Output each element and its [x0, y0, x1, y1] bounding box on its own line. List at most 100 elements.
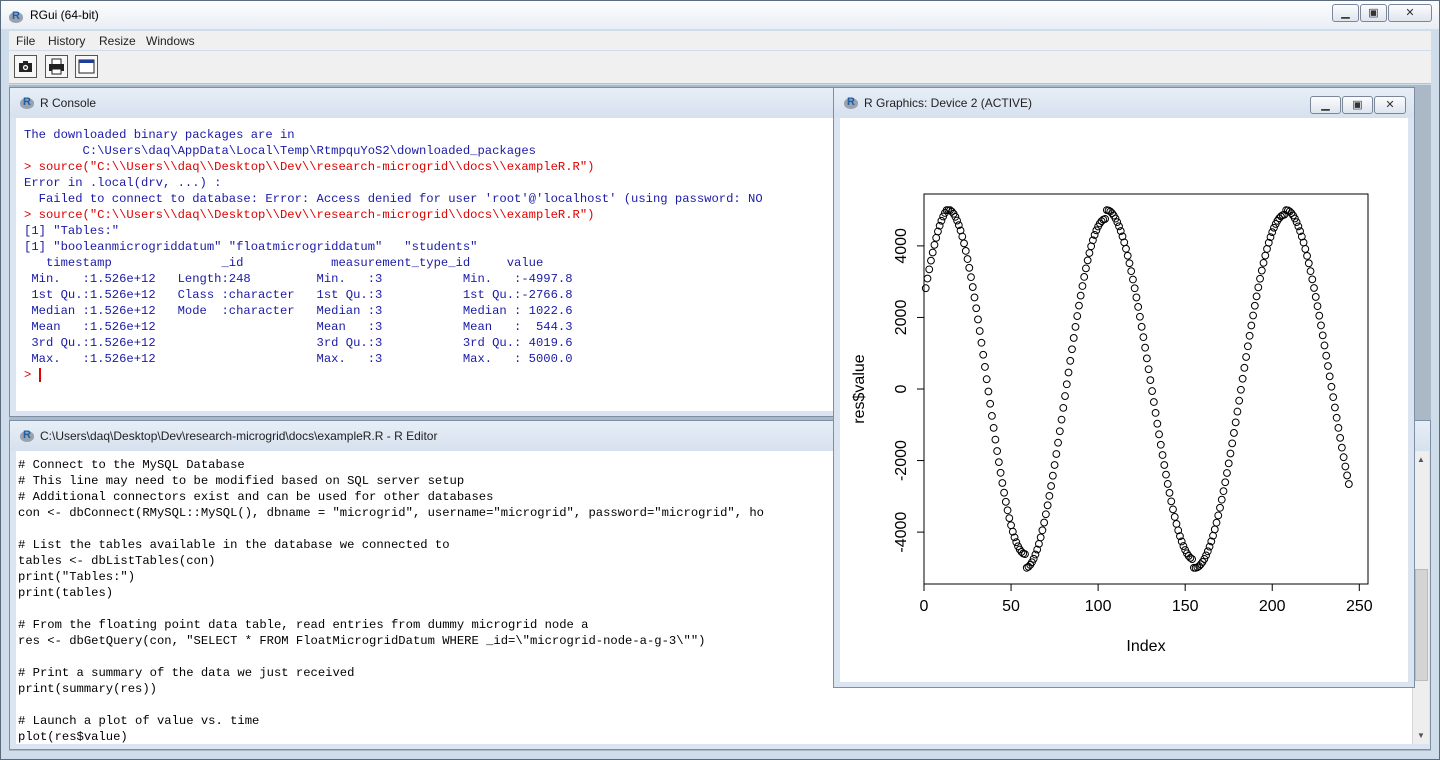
- data-point: [1076, 291, 1085, 300]
- console-output[interactable]: The downloaded binary packages are in C:…: [16, 118, 838, 411]
- data-point: [1047, 482, 1056, 490]
- data-point: [1205, 542, 1214, 551]
- data-point: [1151, 409, 1160, 417]
- data-point: [1294, 222, 1303, 231]
- console-button[interactable]: [75, 55, 98, 78]
- data-point: [1290, 214, 1299, 223]
- data-point: [1245, 331, 1254, 340]
- scroll-down-icon[interactable]: ▼: [1417, 731, 1425, 740]
- close-button[interactable]: ✕: [1388, 4, 1432, 22]
- data-point: [1332, 413, 1341, 422]
- data-point: [923, 274, 932, 283]
- data-point: [1113, 218, 1122, 227]
- data-point: [1066, 356, 1075, 365]
- data-point: [1172, 519, 1181, 528]
- data-point: [1130, 284, 1139, 293]
- print-button[interactable]: [45, 55, 68, 78]
- data-point: [1007, 521, 1015, 530]
- menu-resize[interactable]: Resize: [99, 34, 136, 48]
- data-point: [1163, 480, 1172, 488]
- data-point: [1306, 267, 1315, 276]
- data-point: [1266, 233, 1275, 242]
- editor-title: C:\Users\daq\Desktop\Dev\research-microg…: [40, 429, 438, 443]
- data-point: [1031, 550, 1040, 559]
- r-logo-icon: [20, 96, 34, 109]
- console-prompt[interactable]: >: [24, 367, 763, 383]
- graphics-maximize-button[interactable]: ▣: [1342, 96, 1373, 114]
- data-point: [953, 216, 961, 225]
- data-point: [1136, 312, 1144, 321]
- data-point: [986, 399, 995, 408]
- data-point: [1268, 228, 1277, 237]
- data-point: [1216, 503, 1224, 512]
- data-point: [1337, 443, 1346, 452]
- scatter-plot: 0 50 100 150 200 250 -4000 -2000 0 2000 4000 Index r…: [851, 193, 1373, 655]
- data-point: [1250, 301, 1259, 310]
- data-point: [1188, 555, 1197, 563]
- code-line: # This line may need to be modified base…: [18, 474, 465, 488]
- data-point: [1075, 301, 1083, 310]
- data-point: [1240, 363, 1249, 372]
- data-point: [1223, 469, 1231, 477]
- graphics-minimize-button[interactable]: ▁: [1310, 96, 1341, 114]
- data-point: [1327, 382, 1336, 391]
- data-point: [1226, 449, 1235, 458]
- data-point: [934, 227, 942, 236]
- data-point: [1299, 238, 1308, 247]
- scroll-thumb[interactable]: [1415, 569, 1428, 681]
- data-point: [1043, 501, 1052, 510]
- menu-windows[interactable]: Windows: [146, 34, 195, 48]
- scroll-up-icon[interactable]: ▲: [1417, 455, 1425, 464]
- graphics-close-button[interactable]: ✕: [1374, 96, 1406, 114]
- console-line: Failed to connect to database: Error: Ac…: [24, 192, 763, 206]
- data-point: [1325, 372, 1334, 381]
- code-line: plot(res$value): [18, 730, 128, 744]
- data-point: [1085, 249, 1094, 257]
- x-axis-label: Index: [1126, 638, 1165, 655]
- data-point: [1287, 209, 1296, 218]
- data-point: [1092, 226, 1101, 235]
- data-point: [991, 435, 1000, 444]
- maximize-button[interactable]: ▣: [1360, 4, 1387, 22]
- data-point: [1160, 461, 1169, 469]
- code-line: print(tables): [18, 586, 114, 600]
- minimize-button[interactable]: ▁: [1332, 4, 1359, 22]
- data-point: [947, 207, 956, 216]
- data-point: [1167, 497, 1176, 506]
- data-point: [1221, 478, 1230, 487]
- editor-scrollbar[interactable]: ▲ ▼: [1412, 451, 1429, 744]
- data-point: [1005, 514, 1014, 523]
- data-point: [1062, 380, 1071, 389]
- data-point: [935, 221, 944, 230]
- data-point: [1158, 451, 1167, 459]
- code-line: # List the tables available in the datab…: [18, 538, 450, 552]
- menu-file[interactable]: File: [16, 34, 36, 48]
- code-line: tables <- dbListTables(con): [18, 554, 216, 568]
- data-point: [1301, 245, 1310, 253]
- data-point: [1001, 497, 1010, 506]
- data-point: [1219, 487, 1228, 496]
- data-point: [1217, 495, 1226, 504]
- code-line: print(summary(res)): [18, 682, 157, 696]
- data-point: [1165, 488, 1174, 497]
- data-point: [1320, 341, 1329, 350]
- data-point: [927, 256, 935, 265]
- menu-history[interactable]: History: [48, 34, 86, 48]
- data-point: [1259, 258, 1268, 267]
- data-point: [1296, 227, 1304, 236]
- console-window: R Console The downloaded binary packages…: [9, 87, 839, 417]
- data-point: [974, 315, 982, 324]
- data-point: [1111, 214, 1120, 223]
- data-point: [928, 248, 937, 257]
- data-point: [1033, 545, 1042, 554]
- data-point: [961, 246, 970, 255]
- y-tick-label: 0: [893, 384, 910, 393]
- code-line: con <- dbConnect(RMySQL::MySQL(), dbname…: [18, 506, 764, 520]
- data-point: [1134, 303, 1143, 311]
- data-point: [1132, 293, 1141, 302]
- console-title: R Console: [40, 96, 97, 110]
- copy-paste-button[interactable]: [14, 55, 37, 78]
- data-point: [993, 447, 1002, 455]
- data-point: [1196, 560, 1205, 569]
- data-point: [1264, 238, 1273, 247]
